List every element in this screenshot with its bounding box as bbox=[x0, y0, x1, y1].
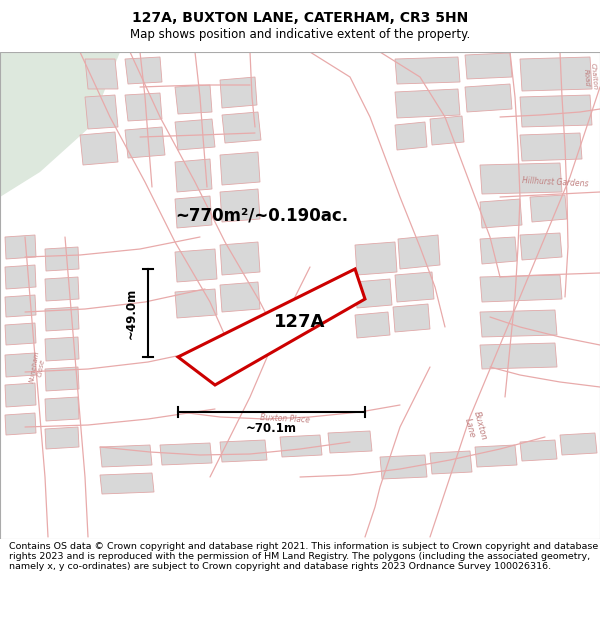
Polygon shape bbox=[5, 295, 36, 317]
Polygon shape bbox=[222, 112, 261, 143]
Polygon shape bbox=[395, 89, 460, 118]
Polygon shape bbox=[5, 235, 36, 259]
Polygon shape bbox=[328, 431, 372, 453]
Polygon shape bbox=[5, 353, 36, 377]
Polygon shape bbox=[380, 455, 427, 479]
Polygon shape bbox=[430, 451, 472, 474]
Polygon shape bbox=[220, 440, 267, 462]
Polygon shape bbox=[175, 249, 217, 282]
Text: 127A, BUXTON LANE, CATERHAM, CR3 5HN: 127A, BUXTON LANE, CATERHAM, CR3 5HN bbox=[132, 11, 468, 26]
Polygon shape bbox=[5, 383, 36, 407]
Polygon shape bbox=[175, 85, 212, 114]
Polygon shape bbox=[175, 159, 212, 192]
Polygon shape bbox=[220, 152, 260, 185]
Polygon shape bbox=[0, 52, 120, 197]
Polygon shape bbox=[480, 237, 517, 264]
Polygon shape bbox=[175, 119, 215, 150]
Polygon shape bbox=[480, 163, 562, 194]
Polygon shape bbox=[5, 413, 36, 435]
Polygon shape bbox=[465, 53, 512, 79]
Polygon shape bbox=[480, 199, 522, 228]
Polygon shape bbox=[45, 337, 79, 361]
Polygon shape bbox=[220, 77, 257, 108]
Polygon shape bbox=[5, 323, 36, 345]
Polygon shape bbox=[80, 132, 118, 165]
Polygon shape bbox=[5, 265, 36, 289]
Polygon shape bbox=[100, 473, 154, 494]
Polygon shape bbox=[530, 195, 567, 222]
Polygon shape bbox=[45, 277, 79, 301]
Polygon shape bbox=[45, 307, 79, 331]
Polygon shape bbox=[125, 57, 162, 84]
Polygon shape bbox=[45, 247, 79, 271]
Polygon shape bbox=[85, 59, 118, 89]
Polygon shape bbox=[220, 282, 260, 312]
Polygon shape bbox=[85, 95, 118, 129]
Polygon shape bbox=[355, 312, 390, 338]
Text: Buxton
Lane: Buxton Lane bbox=[462, 410, 488, 444]
Polygon shape bbox=[520, 133, 582, 161]
Text: Nuneham
Close: Nuneham Close bbox=[29, 350, 47, 384]
Polygon shape bbox=[355, 242, 397, 275]
Polygon shape bbox=[45, 397, 79, 421]
Text: Chalton
Road: Chalton Road bbox=[583, 63, 598, 91]
Polygon shape bbox=[220, 242, 260, 275]
Polygon shape bbox=[45, 367, 79, 391]
Text: 127A: 127A bbox=[274, 313, 326, 331]
Polygon shape bbox=[475, 445, 517, 467]
Text: Contains OS data © Crown copyright and database right 2021. This information is : Contains OS data © Crown copyright and d… bbox=[9, 542, 598, 571]
Polygon shape bbox=[398, 235, 440, 269]
Text: Buxton
Lane: Buxton Lane bbox=[294, 298, 322, 332]
Polygon shape bbox=[560, 433, 597, 455]
Polygon shape bbox=[480, 275, 562, 302]
Polygon shape bbox=[520, 440, 557, 461]
Polygon shape bbox=[395, 122, 427, 150]
Polygon shape bbox=[175, 196, 212, 228]
Text: Buxton Place: Buxton Place bbox=[260, 413, 310, 425]
Polygon shape bbox=[520, 95, 592, 127]
Polygon shape bbox=[520, 233, 562, 260]
Polygon shape bbox=[160, 443, 212, 465]
Polygon shape bbox=[45, 427, 79, 449]
Text: ~770m²/~0.190ac.: ~770m²/~0.190ac. bbox=[175, 206, 348, 224]
Polygon shape bbox=[393, 304, 430, 332]
Polygon shape bbox=[100, 445, 152, 467]
Text: Hillhurst Gardens: Hillhurst Gardens bbox=[521, 176, 589, 188]
Polygon shape bbox=[480, 310, 557, 337]
Polygon shape bbox=[395, 272, 434, 302]
Polygon shape bbox=[125, 93, 162, 121]
Polygon shape bbox=[280, 435, 322, 457]
Polygon shape bbox=[125, 127, 165, 158]
Polygon shape bbox=[355, 279, 392, 308]
Polygon shape bbox=[465, 84, 512, 112]
Text: Map shows position and indicative extent of the property.: Map shows position and indicative extent… bbox=[130, 28, 470, 41]
Polygon shape bbox=[520, 57, 592, 91]
Text: ~70.1m: ~70.1m bbox=[246, 421, 297, 434]
Polygon shape bbox=[220, 189, 260, 222]
Polygon shape bbox=[430, 116, 464, 145]
Text: ~49.0m: ~49.0m bbox=[125, 288, 138, 339]
Polygon shape bbox=[175, 289, 217, 318]
Polygon shape bbox=[480, 343, 557, 369]
Polygon shape bbox=[178, 269, 365, 385]
Polygon shape bbox=[395, 57, 460, 84]
